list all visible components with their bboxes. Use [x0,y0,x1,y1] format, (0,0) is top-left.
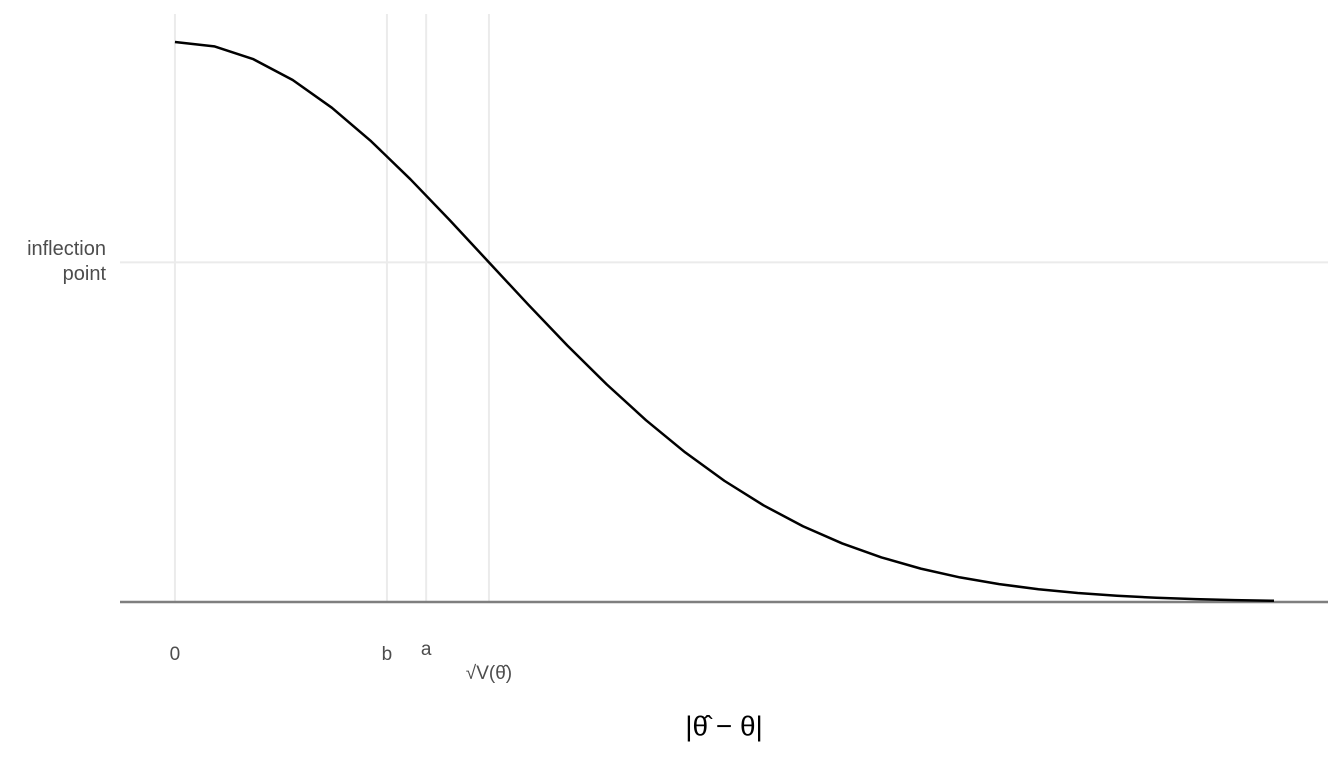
curve [174,40,1275,603]
grid [120,14,1328,602]
x-tick-label: b [382,644,393,665]
x-tick-label: a [421,639,432,660]
y-tick-label: inflection point [27,238,106,286]
x-tick-label: 0 [170,644,181,665]
x-tick-label: √V(θ̂) [466,663,512,684]
x-axis-title: |θ̂ − θ| [685,710,763,741]
